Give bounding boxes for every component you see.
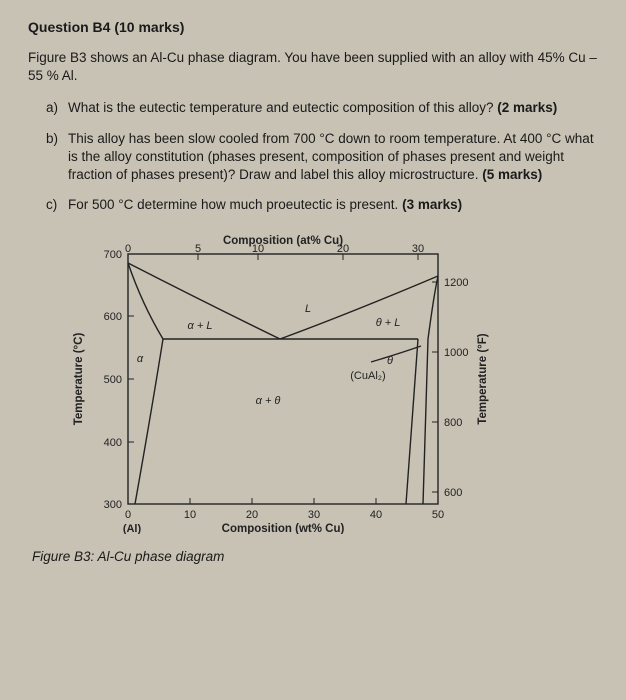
- svg-text:40: 40: [370, 509, 382, 521]
- svg-text:600: 600: [444, 487, 462, 499]
- part-marks: (5 marks): [482, 167, 542, 182]
- part-letter: b): [46, 130, 68, 185]
- figure-caption: Figure B3: Al-Cu phase diagram: [32, 548, 598, 566]
- svg-text:L: L: [305, 303, 311, 315]
- part-text: What is the eutectic temperature and eut…: [68, 100, 493, 115]
- svg-text:θ: θ: [387, 355, 393, 367]
- svg-text:Composition (at% Cu): Composition (at% Cu): [223, 235, 343, 247]
- svg-text:Temperature (°F): Temperature (°F): [477, 334, 489, 425]
- part-letter: a): [46, 99, 68, 117]
- part-body: For 500 °C determine how much proeutecti…: [68, 196, 598, 214]
- part-body: What is the eutectic temperature and eut…: [68, 99, 598, 117]
- svg-text:(Al): (Al): [123, 523, 142, 534]
- svg-text:10: 10: [184, 509, 196, 521]
- svg-text:300: 300: [104, 499, 122, 511]
- part-body: This alloy has been slow cooled from 700…: [68, 130, 598, 185]
- part-marks: (2 marks): [497, 100, 557, 115]
- svg-text:θ + L: θ + L: [376, 317, 401, 329]
- phase-diagram-chart: Composition (at% Cu)05102030700600500400…: [68, 234, 508, 534]
- svg-text:0: 0: [125, 243, 131, 255]
- svg-text:10: 10: [252, 243, 264, 255]
- svg-text:0: 0: [125, 509, 131, 521]
- svg-text:1200: 1200: [444, 277, 468, 289]
- part-b: b) This alloy has been slow cooled from …: [28, 130, 598, 185]
- svg-text:700: 700: [104, 249, 122, 261]
- svg-text:30: 30: [308, 509, 320, 521]
- svg-text:400: 400: [104, 437, 122, 449]
- svg-text:α + L: α + L: [188, 320, 213, 332]
- svg-text:20: 20: [337, 243, 349, 255]
- part-marks: (3 marks): [402, 197, 462, 212]
- svg-text:Temperature (°C): Temperature (°C): [73, 333, 85, 426]
- svg-text:(CuAl₂): (CuAl₂): [350, 370, 385, 382]
- svg-text:30: 30: [412, 243, 424, 255]
- svg-text:800: 800: [444, 417, 462, 429]
- part-c: c) For 500 °C determine how much proeute…: [28, 196, 598, 214]
- svg-text:50: 50: [432, 509, 444, 521]
- svg-text:1000: 1000: [444, 347, 468, 359]
- part-a: a) What is the eutectic temperature and …: [28, 99, 598, 117]
- question-title: Question B4 (10 marks): [28, 18, 598, 37]
- svg-text:α: α: [137, 353, 144, 365]
- svg-text:600: 600: [104, 311, 122, 323]
- svg-text:Composition (wt% Cu): Composition (wt% Cu): [222, 523, 345, 534]
- svg-text:500: 500: [104, 374, 122, 386]
- part-letter: c): [46, 196, 68, 214]
- svg-text:20: 20: [246, 509, 258, 521]
- svg-text:5: 5: [195, 243, 201, 255]
- svg-text:α + θ: α + θ: [256, 395, 281, 407]
- question-intro: Figure B3 shows an Al-Cu phase diagram. …: [28, 49, 598, 85]
- part-text: For 500 °C determine how much proeutecti…: [68, 197, 398, 212]
